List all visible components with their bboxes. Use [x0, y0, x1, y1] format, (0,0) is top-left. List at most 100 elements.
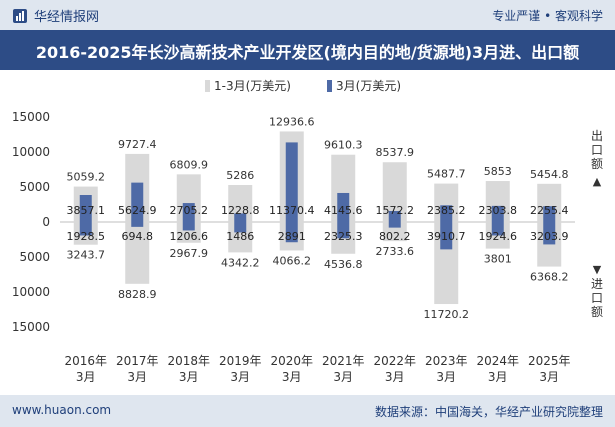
data-label-march-import: 1924.6 — [479, 230, 518, 243]
data-label-march-import: 1928.5 — [67, 230, 106, 243]
bar-march-export — [337, 192, 350, 222]
bar-march-export — [440, 205, 453, 222]
bar-march-import — [285, 222, 298, 243]
x-tick-label: 2024年 — [476, 354, 519, 368]
up-arrow-icon: ▲ — [593, 175, 602, 188]
x-tick-label: 2022年 — [373, 354, 416, 368]
data-label-cumulative-export: 8537.9 — [376, 146, 415, 159]
chart-title: 2016-2025年长沙高新技术产业开发区(境内目的地/货源地)3月进、出口额 — [35, 43, 580, 62]
brand[interactable]: 华经情报网 — [12, 6, 99, 25]
x-tick-label: 2018年 — [167, 354, 210, 368]
data-label-cumulative-import: 11720.2 — [424, 308, 470, 321]
data-label-march-export: 4145.6 — [324, 204, 363, 217]
x-tick-label: 3月 — [436, 370, 456, 384]
data-label-cumulative-export: 9610.3 — [324, 139, 363, 152]
bar-march-export — [79, 195, 92, 222]
data-label-march-export: 2255.4 — [530, 204, 569, 217]
data-label-march-export: 2303.8 — [479, 204, 518, 217]
x-tick-label: 2023年 — [425, 354, 468, 368]
data-label-cumulative-import: 4342.2 — [221, 256, 260, 269]
data-label-cumulative-import: 6368.2 — [530, 271, 569, 284]
data-label-cumulative-export: 5286 — [226, 169, 254, 182]
data-label-march-export: 5624.9 — [118, 204, 157, 217]
data-label-march-import: 1206.6 — [170, 230, 209, 243]
legend-label-march: 3月(万美元) — [336, 79, 401, 93]
data-label-cumulative-export: 12936.6 — [269, 115, 315, 128]
data-label-march-export: 11370.4 — [269, 204, 315, 217]
x-tick-label: 3月 — [76, 370, 96, 384]
bar-march-import — [337, 222, 350, 239]
x-tick-label: 3月 — [230, 370, 250, 384]
data-label-march-import: 3910.7 — [427, 230, 466, 243]
y-label-import-char: 进 — [591, 277, 603, 291]
data-label-cumulative-export: 6809.9 — [170, 158, 209, 171]
x-tick-label: 3月 — [333, 370, 353, 384]
data-label-cumulative-export: 5059.2 — [67, 171, 106, 184]
x-tick-label: 3月 — [385, 370, 405, 384]
data-label-cumulative-export: 9727.4 — [118, 138, 157, 151]
data-label-march-export: 1572.2 — [376, 204, 415, 217]
title-bar: 2016-2025年长沙高新技术产业开发区(境内目的地/货源地)3月进、出口额 — [0, 30, 615, 70]
bar-march-export — [543, 206, 556, 222]
data-label-cumulative-import: 3801 — [484, 253, 512, 266]
x-tick-label: 2025年 — [528, 354, 571, 368]
bar-march-import — [131, 222, 144, 227]
footer-bar: www.huaon.com 数据来源：中国海关，华经产业研究院整理 — [0, 395, 615, 427]
y-label-export-char: 口 — [591, 143, 603, 157]
y-label-import-char: 口 — [591, 291, 603, 305]
down-arrow-icon: ▼ — [593, 263, 602, 276]
footer-source: 数据来源：中国海关，华经产业研究院整理 — [374, 405, 603, 419]
chart-area: 15000 10000 5000 0 5000 10000 15000 1-3月(万美元) 3月… — [0, 70, 615, 395]
data-label-cumulative-import: 2733.6 — [376, 245, 415, 258]
tagline: 专业严谨 • 客观科学 — [492, 9, 603, 23]
x-tick-label: 3月 — [539, 370, 559, 384]
bar-march-import — [440, 222, 453, 250]
data-label-march-import: 3203.9 — [530, 230, 569, 243]
x-tick-label: 2016年 — [64, 354, 107, 368]
legend-swatch-cumulative — [205, 80, 210, 92]
y-tick-label: 15000 — [12, 320, 50, 334]
huajing-logo-icon — [13, 8, 27, 23]
data-label-cumulative-import: 4066.2 — [273, 254, 312, 267]
data-label-march-import: 694.8 — [122, 230, 154, 243]
y-label-export-char: 额 — [591, 157, 603, 171]
bar-march-export — [131, 182, 144, 222]
top-bar: 华经情报网 专业严谨 • 客观科学 — [0, 0, 615, 30]
brand-name: 华经情报网 — [34, 10, 100, 25]
data-label-cumulative-import: 8828.9 — [118, 288, 157, 301]
data-label-cumulative-import: 4536.8 — [324, 258, 363, 271]
data-label-march-export: 1228.8 — [221, 204, 260, 217]
x-tick-label: 2017年 — [116, 354, 159, 368]
data-label-cumulative-export: 5853 — [484, 165, 512, 178]
bar-march-import — [388, 222, 401, 228]
y-tick-label: 10000 — [12, 145, 50, 159]
x-tick-label: 2021年 — [322, 354, 365, 368]
footer-url[interactable]: www.huaon.com — [12, 403, 112, 417]
bar-march-export — [182, 203, 195, 222]
data-label-cumulative-export: 5487.7 — [427, 168, 466, 181]
bar-march-export — [491, 205, 504, 222]
bar-march-import — [491, 222, 504, 236]
data-label-march-import: 2891 — [278, 230, 306, 243]
bar-march-import — [79, 222, 92, 236]
data-label-march-import: 1486 — [226, 230, 254, 243]
bar-march-export — [388, 210, 401, 222]
x-tick-label: 2020年 — [270, 354, 313, 368]
bar-march-export — [285, 142, 298, 222]
bar-chart: 15000 10000 5000 0 5000 10000 15000 1-3月(万美元) 3月… — [12, 79, 603, 384]
x-tick-label: 3月 — [282, 370, 302, 384]
data-label-march-export: 2385.2 — [427, 204, 466, 217]
x-tick-label: 2019年 — [219, 354, 262, 368]
data-label-march-import: 802.2 — [379, 230, 411, 243]
bar-cumulative-import — [125, 222, 150, 284]
data-label-march-export: 2705.2 — [170, 204, 209, 217]
x-tick-label: 3月 — [488, 370, 508, 384]
y-label-import-char: 额 — [591, 305, 603, 319]
y-tick-label: 5000 — [19, 180, 50, 194]
legend-label-cumulative: 1-3月(万美元) — [214, 79, 291, 93]
bar-march-export — [234, 213, 247, 222]
bar-march-import — [543, 222, 556, 245]
data-label-cumulative-export: 5454.8 — [530, 168, 569, 181]
x-tick-label: 3月 — [179, 370, 199, 384]
y-tick-label: 0 — [42, 215, 50, 229]
